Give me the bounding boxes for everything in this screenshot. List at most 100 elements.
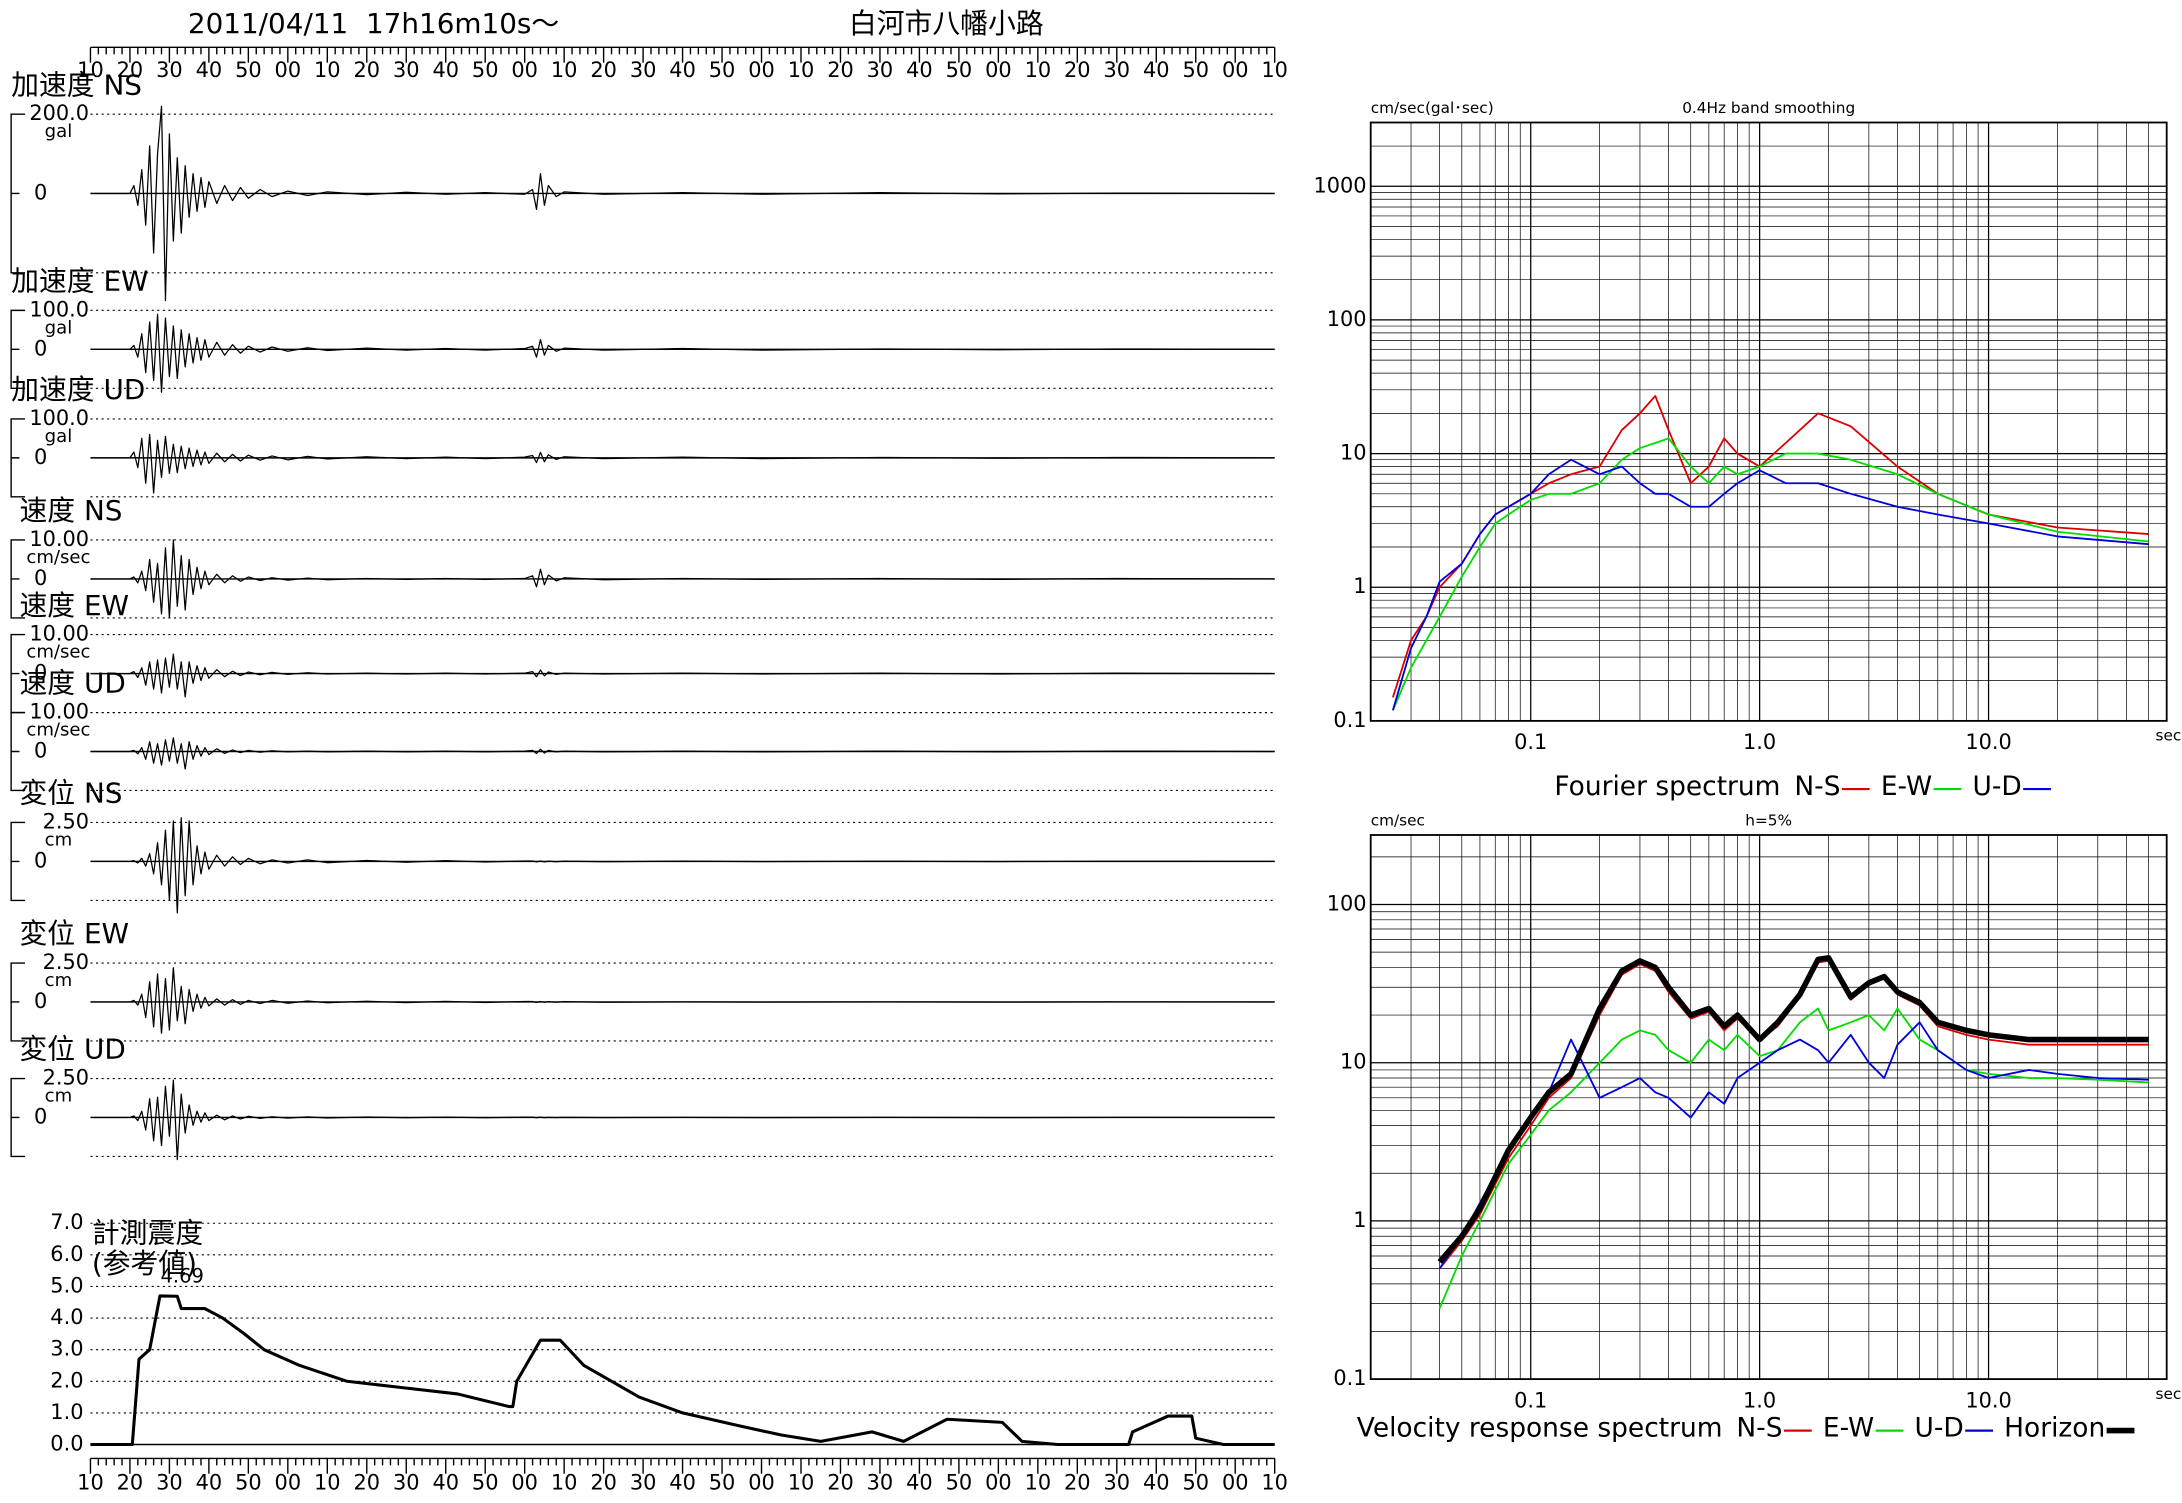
x-tick-label: 50 xyxy=(1182,58,1209,82)
plot-frame xyxy=(1369,121,2168,722)
x-tick-label: 10 xyxy=(788,1470,815,1494)
y-tick-label: 100.0 xyxy=(29,406,89,430)
x-tick-label: 20 xyxy=(1064,1470,1091,1494)
y-tick-label: 2.50 xyxy=(43,809,89,833)
panel-name: 変位 EW xyxy=(19,917,129,950)
x-tick-label: 40 xyxy=(906,58,933,82)
panel-name: 速度 EW xyxy=(19,589,129,622)
waveform-trace xyxy=(90,817,1275,914)
y-tick-label: 0.1 xyxy=(1333,708,1366,732)
panel-unit: cm xyxy=(45,1086,73,1107)
x-tick-label: 00 xyxy=(985,58,1012,82)
x-tick-label: 40 xyxy=(1143,1470,1170,1494)
series-line xyxy=(1392,458,2149,711)
x-tick-label: 10 xyxy=(788,58,815,82)
chart-title: 2011/04/11 17h16m10s〜 xyxy=(188,7,559,40)
legend-title: Velocity response spectrum xyxy=(1357,1413,1723,1444)
legend-label: Horizon xyxy=(2004,1413,2105,1444)
y-tick-label: 0 xyxy=(34,989,47,1013)
x-tick-label: 30 xyxy=(1104,1470,1131,1494)
panel-name: 速度 NS xyxy=(19,494,122,527)
panel-unit: cm/sec xyxy=(26,547,90,568)
x-tick-label: 10 xyxy=(1261,1470,1288,1494)
x-tick-label: 20 xyxy=(117,1470,144,1494)
panel-unit: cm xyxy=(45,970,73,991)
y-tick-label: 10.00 xyxy=(29,622,89,646)
x-tick-label: 50 xyxy=(235,58,262,82)
x-tick-label: 20 xyxy=(354,1470,381,1494)
panel-name: 変位 NS xyxy=(19,777,122,810)
panel-bracket xyxy=(10,1077,26,1158)
panel-bracket xyxy=(10,418,26,498)
y-tick-label: 0.1 xyxy=(1333,1366,1366,1390)
x-tick-label: 20 xyxy=(827,58,854,82)
legend-label: E-W xyxy=(1823,1413,1874,1444)
panel-unit: cm/sec xyxy=(26,642,90,663)
panel-name: 変位 UD xyxy=(19,1033,125,1066)
x-tick-label: 30 xyxy=(867,58,894,82)
legend-label: U-D xyxy=(1915,1413,1964,1444)
y-tick-label: 5.0 xyxy=(50,1273,83,1297)
panel-bracket xyxy=(10,539,26,619)
x-tick-label: 50 xyxy=(709,1470,736,1494)
y-tick-label: 2.50 xyxy=(43,1066,89,1090)
waveform-trace xyxy=(90,653,1275,698)
y-tick-label: 0.0 xyxy=(50,1432,83,1456)
panel-unit: gal xyxy=(45,121,73,142)
x-tick-label: 1.0 xyxy=(1743,1388,1776,1412)
y-tick-label: 100 xyxy=(1327,307,1367,331)
panel-unit: cm xyxy=(45,830,73,851)
waveform-trace xyxy=(90,737,1275,770)
panel-unit: gal xyxy=(45,426,73,447)
y-tick-label: 0 xyxy=(34,1104,47,1128)
series-line xyxy=(1392,437,2149,711)
panel-name: 加速度 UD xyxy=(11,373,145,406)
plot-frame xyxy=(1369,834,2168,1381)
y-tick-label: 10.00 xyxy=(29,700,89,724)
x-tick-label: 50 xyxy=(946,1470,973,1494)
x-tick-label: 20 xyxy=(117,58,144,82)
waveform-trace xyxy=(90,313,1275,393)
x-tick-label: 10 xyxy=(1025,58,1052,82)
x-tick-label: 10 xyxy=(314,1470,341,1494)
x-tick-label: 10 xyxy=(314,58,341,82)
x-tick-label: 30 xyxy=(867,1470,894,1494)
x-tick-label: 40 xyxy=(196,58,223,82)
y-tick-label: 1 xyxy=(1353,1208,1366,1232)
x-tick-label: 30 xyxy=(156,58,183,82)
x-tick-label: 0.1 xyxy=(1514,1388,1547,1412)
x-tick-label: 1.0 xyxy=(1743,730,1776,754)
x-tick-label: 30 xyxy=(630,1470,657,1494)
series-line xyxy=(1392,395,2149,698)
y-tick-label: 2.50 xyxy=(43,950,89,974)
x-tick-label: 10 xyxy=(77,1470,104,1494)
intensity-line xyxy=(90,1294,1275,1447)
y-tick-label: 1.0 xyxy=(50,1400,83,1424)
x-tick-label: 20 xyxy=(827,1470,854,1494)
x-tick-label: 10 xyxy=(77,58,104,82)
y-tick-label: 0 xyxy=(34,336,47,360)
y-tick-label: 0 xyxy=(34,739,47,763)
panel-unit: cm/sec xyxy=(26,720,90,741)
x-tick-label: 40 xyxy=(432,1470,459,1494)
waveform-trace xyxy=(90,105,1275,302)
x-tick-label: 00 xyxy=(275,58,302,82)
panel-bracket xyxy=(10,821,26,902)
x-tick-label: 10 xyxy=(551,1470,578,1494)
y-tick-label: 7.0 xyxy=(50,1210,83,1234)
waveform-trace xyxy=(90,433,1275,494)
x-tick-label: 20 xyxy=(590,58,617,82)
waveform-trace xyxy=(90,967,1275,1034)
panel-name: 速度 UD xyxy=(19,667,125,700)
x-axis-label: sec xyxy=(2156,727,2182,745)
y-tick-label: 0 xyxy=(34,661,47,685)
y-tick-label: 0 xyxy=(34,848,47,872)
x-tick-label: 40 xyxy=(669,1470,696,1494)
legend-label: U-D xyxy=(1973,771,2022,802)
y-tick-label: 10.00 xyxy=(29,527,89,551)
x-tick-label: 0.1 xyxy=(1514,730,1547,754)
x-tick-label: 30 xyxy=(1104,58,1131,82)
x-tick-label: 00 xyxy=(511,58,538,82)
